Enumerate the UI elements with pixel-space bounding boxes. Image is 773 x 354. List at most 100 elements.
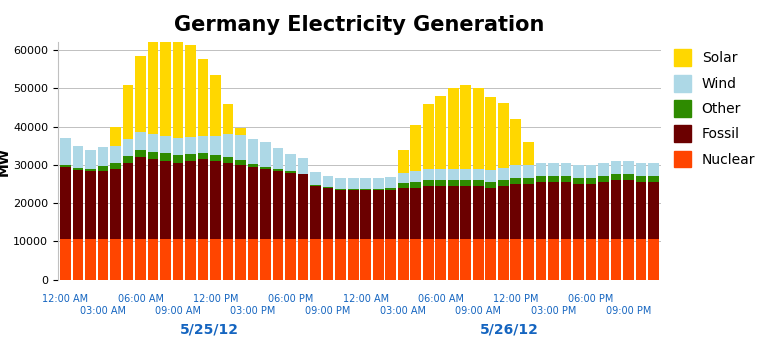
Bar — [285, 171, 296, 172]
Bar — [273, 171, 284, 240]
Bar — [73, 240, 83, 280]
Bar — [423, 180, 434, 186]
Bar — [648, 163, 659, 176]
Bar — [310, 185, 321, 186]
Bar — [123, 139, 133, 156]
Bar — [73, 168, 83, 170]
Title: Germany Electricity Generation: Germany Electricity Generation — [174, 15, 545, 35]
Bar — [386, 190, 396, 240]
Bar — [335, 190, 346, 240]
Bar — [473, 180, 484, 186]
Bar — [523, 184, 533, 240]
Text: 03:00 AM: 03:00 AM — [80, 306, 126, 316]
Bar — [97, 147, 108, 166]
Bar — [160, 136, 171, 153]
Bar — [448, 88, 458, 169]
Bar — [548, 240, 559, 280]
Bar — [398, 183, 409, 188]
Bar — [223, 240, 233, 280]
Bar — [111, 163, 121, 169]
Bar — [97, 166, 108, 171]
Bar — [410, 182, 421, 188]
Bar — [210, 75, 221, 136]
Text: 06:00 PM: 06:00 PM — [568, 293, 614, 303]
Text: 5/26/12: 5/26/12 — [480, 323, 539, 337]
Bar — [523, 178, 533, 184]
Bar — [223, 163, 233, 240]
Bar — [410, 188, 421, 240]
Bar — [611, 180, 621, 240]
Bar — [373, 178, 383, 189]
Bar — [186, 240, 196, 280]
Bar — [148, 39, 158, 134]
Bar — [198, 159, 209, 240]
Bar — [135, 56, 146, 132]
Bar — [461, 186, 471, 240]
Bar — [160, 240, 171, 280]
Bar — [523, 142, 533, 165]
Bar — [398, 188, 409, 240]
Bar — [410, 125, 421, 171]
Bar — [172, 240, 183, 280]
Bar — [548, 163, 559, 176]
Bar — [623, 161, 634, 175]
Bar — [536, 240, 547, 280]
Bar — [73, 146, 83, 168]
Bar — [461, 85, 471, 169]
Bar — [235, 136, 246, 160]
Bar — [398, 150, 409, 172]
Text: 12:00 PM: 12:00 PM — [192, 293, 238, 303]
Bar — [298, 174, 308, 175]
Bar — [461, 180, 471, 186]
Text: 09:00 PM: 09:00 PM — [305, 306, 351, 316]
Bar — [210, 155, 221, 161]
Bar — [186, 154, 196, 161]
Text: 09:00 PM: 09:00 PM — [606, 306, 651, 316]
Bar — [423, 169, 434, 180]
Bar — [573, 165, 584, 178]
Bar — [360, 190, 371, 240]
Bar — [198, 136, 209, 153]
Bar — [135, 157, 146, 240]
Bar — [360, 189, 371, 190]
Bar — [648, 176, 659, 182]
Bar — [111, 146, 121, 163]
Bar — [623, 240, 634, 280]
Bar — [298, 240, 308, 280]
Bar — [261, 142, 271, 167]
Bar — [210, 136, 221, 155]
Bar — [435, 186, 446, 240]
Bar — [536, 176, 547, 182]
Bar — [473, 169, 484, 180]
Bar — [473, 240, 484, 280]
Bar — [148, 240, 158, 280]
Bar — [448, 186, 458, 240]
Bar — [85, 171, 96, 240]
Bar — [223, 157, 233, 163]
Bar — [598, 182, 608, 240]
Bar — [97, 240, 108, 280]
Bar — [60, 138, 71, 165]
Bar — [285, 240, 296, 280]
Bar — [510, 165, 521, 178]
Bar — [410, 171, 421, 182]
Bar — [573, 178, 584, 184]
Bar — [261, 167, 271, 169]
Bar — [323, 188, 333, 240]
Bar — [135, 150, 146, 157]
Bar — [335, 240, 346, 280]
Bar — [335, 189, 346, 190]
Legend: Solar, Wind, Other, Fossil, Nuclear: Solar, Wind, Other, Fossil, Nuclear — [674, 50, 755, 167]
Bar — [186, 45, 196, 137]
Bar — [435, 169, 446, 180]
Bar — [560, 182, 571, 240]
Bar — [148, 152, 158, 159]
Bar — [410, 240, 421, 280]
Bar — [85, 170, 96, 171]
Bar — [148, 159, 158, 240]
Bar — [573, 240, 584, 280]
Bar — [635, 176, 646, 182]
Bar — [423, 104, 434, 169]
Bar — [148, 134, 158, 152]
Bar — [85, 150, 96, 170]
